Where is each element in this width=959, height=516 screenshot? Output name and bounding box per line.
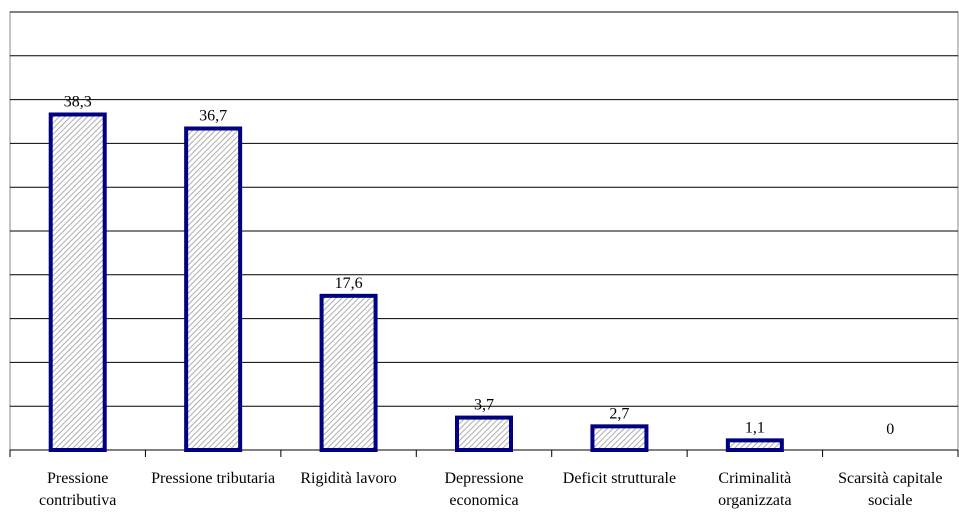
x-tick-label: Pressione contributiva xyxy=(39,470,117,509)
x-tick-label: Depressione economica xyxy=(444,470,524,509)
bar xyxy=(590,424,649,452)
value-label: 0 xyxy=(886,421,894,438)
bar xyxy=(725,438,784,453)
x-tick-label: Deficit strutturale xyxy=(562,470,677,487)
bar xyxy=(319,293,378,452)
bar xyxy=(48,112,107,452)
x-tick-label: Criminalità organizzata xyxy=(718,470,792,509)
x-tick-label: Rigidità lavoro xyxy=(300,470,397,487)
value-label: 38,3 xyxy=(64,93,92,110)
value-label: 1,1 xyxy=(745,419,765,436)
bar xyxy=(184,126,243,452)
bar xyxy=(455,415,513,453)
value-label: 2,7 xyxy=(609,405,629,422)
value-label: 17,6 xyxy=(335,275,363,292)
x-tick-label: Pressione tributaria xyxy=(151,470,276,487)
value-label: 3,7 xyxy=(474,397,494,414)
value-label: 36,7 xyxy=(199,108,227,125)
x-tick-label: Scarsità capitale sociale xyxy=(838,470,943,509)
